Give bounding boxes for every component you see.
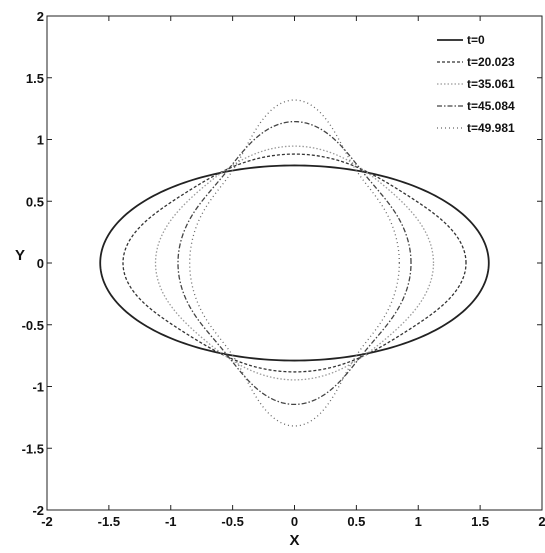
legend-label: t=45.084 [467,99,515,113]
x-tick-label: 0.5 [347,514,365,529]
x-axis-label: X [289,532,299,549]
plot-curves [99,99,490,427]
x-tick-label: 1.5 [471,514,489,529]
legend-label: t=0 [467,33,485,47]
series-curve-1 [99,164,490,362]
x-tick-label: -0.5 [221,514,243,529]
x-tick-label: 0 [291,514,298,529]
y-tick-label: 0 [37,256,44,271]
legend-label: t=49.981 [467,121,515,135]
x-tick-label: -1 [165,514,177,529]
y-tick-label: -0.5 [22,318,44,333]
y-tick-label: 0.5 [26,194,44,209]
series-curve-5 [189,99,400,427]
x-tick-label: 1 [415,514,422,529]
y-tick-label: -2 [32,503,44,518]
y-tick-label: 1.5 [26,71,44,86]
x-tick-label: 2 [538,514,545,529]
y-tick-label: 2 [37,9,44,24]
legend-label: t=20.023 [467,55,515,69]
x-tick-label: -1.5 [98,514,120,529]
legend-label: t=35.061 [467,77,515,91]
y-axis: 2 1.5 1 0.5 0 -0.5 -1 -1.5 -2 [22,9,542,518]
x-tick-label: -2 [41,514,53,529]
series-curve-2 [122,153,467,373]
legend: t=0 t=20.023 t=35.061 t=45.084 t=49.981 [437,33,515,135]
y-tick-label: 1 [37,133,44,148]
y-axis-label: Y [15,247,25,264]
x-axis: -2 -1.5 -1 -0.5 0 0.5 1 1.5 2 [41,16,545,529]
series-curve-4 [177,120,412,406]
y-tick-label: -1.5 [22,441,44,456]
y-tick-label: -1 [32,380,44,395]
